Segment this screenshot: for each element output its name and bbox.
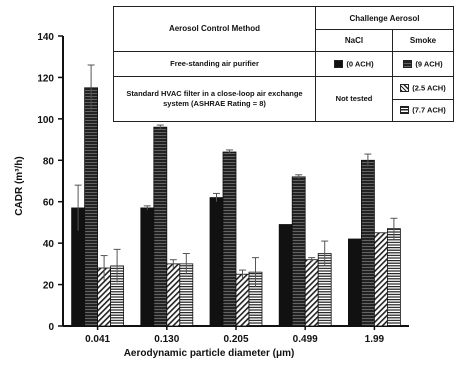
bar xyxy=(235,273,250,327)
y-tick-label: 100 xyxy=(37,115,54,126)
bar xyxy=(140,207,155,327)
legend-row1-method: Free-standing air purifier xyxy=(113,50,316,78)
bar xyxy=(386,228,401,327)
bar xyxy=(360,159,375,327)
legend-header-method: Aerosol Control Method xyxy=(113,6,316,52)
bar xyxy=(304,259,319,327)
x-tick-label: 0.130 xyxy=(154,334,179,345)
bar xyxy=(166,263,181,327)
legend-key-smoke-2-5: (2.5 ACH) xyxy=(392,76,454,100)
legend-key-smoke-9: (9 ACH) xyxy=(392,50,454,78)
legend-row2-nacl: Not tested xyxy=(315,76,393,122)
legend-label-smoke-9: (9 ACH) xyxy=(415,59,443,69)
x-tick-label: 0.205 xyxy=(223,334,248,345)
swatch-smoke-7-7-icon xyxy=(400,106,410,115)
x-tick-label: 0.499 xyxy=(293,334,318,345)
y-tick-label: 120 xyxy=(37,73,54,84)
bar xyxy=(153,126,168,327)
swatch-smoke-2-5-icon xyxy=(400,83,410,92)
legend-table: Aerosol Control Method Challenge Aerosol… xyxy=(113,5,454,123)
bar xyxy=(373,232,388,327)
x-axis-title: Aerodynamic particle diameter (μm) xyxy=(124,348,295,359)
swatch-nacl-icon xyxy=(334,59,344,68)
y-tick-label: 0 xyxy=(48,322,54,333)
legend-header-smoke: Smoke xyxy=(392,29,454,52)
error-bars xyxy=(74,64,398,287)
bar xyxy=(278,224,293,327)
bars xyxy=(71,87,401,327)
bar xyxy=(291,176,306,327)
bar xyxy=(222,151,237,327)
tick-labels: 0 20 40 60 80 100 120 140 0.041 0.130 0.205 0.499 1.… xyxy=(37,32,384,345)
legend-header-nacl: NaCl xyxy=(315,29,393,52)
bar xyxy=(347,238,362,327)
swatch-smoke-9-icon xyxy=(403,59,413,68)
bar xyxy=(209,197,224,327)
legend-label-smoke-7-7: (7.7 ACH) xyxy=(412,105,446,115)
legend-label-nacl: (0 ACH) xyxy=(346,59,374,69)
y-tick-label: 20 xyxy=(43,281,55,292)
x-tick-label: 0.041 xyxy=(85,334,110,345)
legend-header-challenge: Challenge Aerosol xyxy=(315,5,454,31)
x-tick-label: 1.99 xyxy=(365,334,385,345)
y-axis-title: CADR (m³/h) xyxy=(14,156,25,215)
legend-key-nacl: (0 ACH) xyxy=(315,50,393,78)
y-tick-label: 40 xyxy=(43,239,55,250)
y-tick-label: 60 xyxy=(43,198,55,209)
y-tick-label: 80 xyxy=(43,156,55,167)
legend-row2-method: Standard HVAC filter in a close-loop air… xyxy=(113,76,316,122)
legend-key-smoke-7-7: (7.7 ACH) xyxy=(392,98,454,123)
legend-label-smoke-2-5: (2.5 ACH) xyxy=(412,83,446,93)
y-tick-label: 140 xyxy=(37,32,54,43)
bar xyxy=(84,87,98,327)
